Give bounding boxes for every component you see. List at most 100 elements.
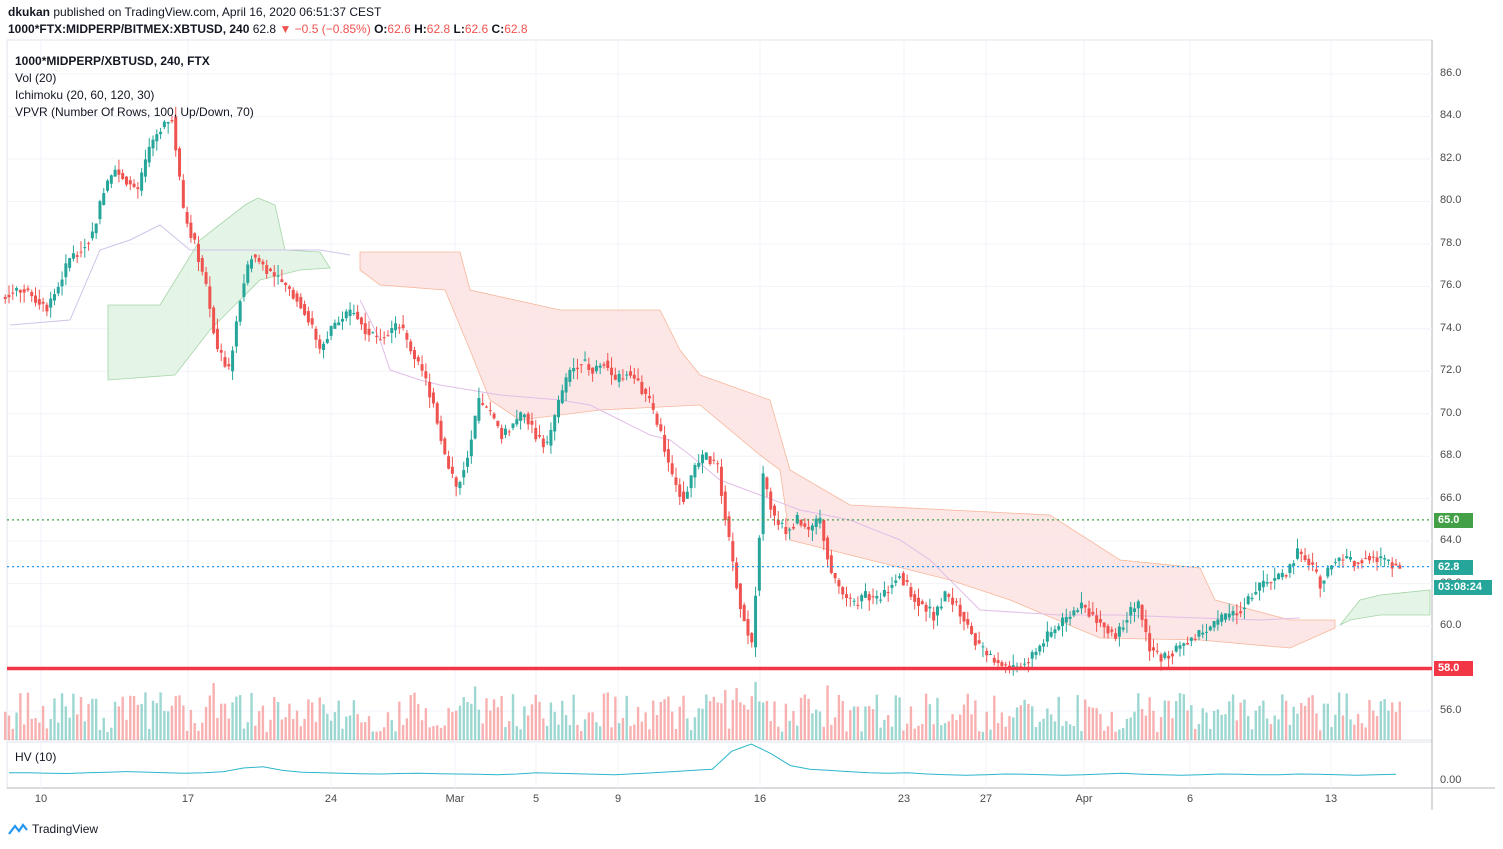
volume-bar	[773, 701, 776, 740]
volume-bar	[113, 701, 117, 740]
legend-ichimoku[interactable]: Ichimoku (20, 60, 120, 30)	[15, 88, 155, 102]
candle-body	[917, 597, 921, 606]
volume-bar	[868, 705, 871, 740]
volume-bar	[1239, 702, 1242, 740]
hv-label[interactable]: HV (10)	[15, 750, 57, 764]
candle-body	[833, 572, 837, 579]
volume-bar	[11, 728, 14, 740]
candle-body	[519, 412, 523, 421]
candle-body	[458, 482, 462, 489]
volume-bar	[652, 700, 655, 740]
volume-bar	[1072, 726, 1076, 740]
volume-bar	[587, 712, 591, 740]
publish-text: published on TradingView.com, April 16, …	[53, 5, 382, 19]
author-name[interactable]: dkukan	[8, 5, 51, 19]
candle-body	[1280, 572, 1284, 578]
horizontal-lines	[7, 519, 1432, 671]
candle-body	[1064, 616, 1068, 623]
ichimoku-cloud	[107, 197, 1431, 649]
volume-bar	[235, 696, 238, 740]
candle-body	[1042, 643, 1046, 647]
volume-bar	[796, 725, 799, 740]
volume-bar	[1360, 723, 1364, 740]
volume-bar	[4, 711, 7, 740]
candle-body	[18, 289, 22, 293]
volume-bar	[496, 707, 500, 740]
volume-bar	[250, 692, 253, 740]
candle-body	[905, 580, 909, 583]
candle-body	[507, 431, 511, 433]
volume-bar	[1182, 694, 1185, 740]
volume-bar	[379, 731, 382, 740]
candle-body	[488, 410, 492, 412]
volume-bar	[1337, 692, 1341, 740]
candle-body	[246, 264, 250, 283]
candle-body	[1246, 596, 1250, 605]
candle-body	[1307, 558, 1311, 566]
candle-body	[196, 243, 200, 262]
volume-bar	[1292, 706, 1295, 740]
candle-body	[22, 289, 26, 293]
volume-bar	[545, 725, 549, 740]
candle-body	[1197, 630, 1201, 637]
brand[interactable]: TradingView	[8, 822, 98, 836]
volume-bar	[447, 707, 450, 740]
volume-bar	[41, 705, 45, 740]
volume-bar	[1148, 697, 1151, 740]
candle-body	[128, 180, 132, 185]
volume-bar	[1019, 705, 1023, 740]
volume-bar	[1000, 712, 1004, 740]
candle-body	[845, 594, 849, 598]
candle-body	[989, 653, 993, 655]
candle-body	[52, 294, 56, 301]
volume-bar	[1349, 719, 1352, 740]
y-tick-label: 66.0	[1440, 491, 1462, 504]
candle-body	[966, 618, 970, 625]
legend-vpvr[interactable]: VPVR (Number Of Rows, 100, Up/Down, 70)	[15, 105, 254, 119]
candle-body	[1129, 607, 1133, 616]
x-tick-label: 23	[897, 793, 911, 805]
volume-bar	[1133, 711, 1136, 740]
candle-body	[1394, 563, 1398, 566]
volume-bar	[788, 720, 791, 740]
volume-bar	[614, 696, 617, 740]
legend-title[interactable]: 1000*MIDPERP/XBTUSD, 240, FTX	[15, 54, 210, 68]
volume-bar	[1322, 703, 1326, 740]
candle-body	[560, 390, 564, 404]
bearish-cloud	[359, 251, 1336, 649]
volume-bars	[4, 681, 1401, 740]
legend-volume[interactable]: Vol (20)	[15, 71, 57, 85]
volume-bar	[1004, 726, 1007, 740]
y-tick-label: 76.0	[1440, 279, 1462, 292]
volume-bar	[136, 704, 140, 740]
candle-body	[231, 350, 235, 372]
x-tick-label: 5	[532, 793, 540, 805]
volume-bar	[341, 728, 344, 740]
candle-body	[124, 176, 128, 185]
candle-body	[697, 462, 701, 467]
volume-bar	[564, 715, 568, 740]
candle-body	[1034, 651, 1038, 656]
candle-body	[265, 265, 269, 274]
volume-bar	[1038, 721, 1041, 740]
candle-body	[886, 592, 890, 594]
candle-body	[856, 604, 860, 606]
candle-body	[1356, 562, 1360, 564]
volume-bar	[966, 693, 969, 740]
candle-body	[447, 456, 451, 469]
volume-bar	[386, 712, 390, 740]
volume-bar	[1065, 721, 1068, 740]
candle-body	[1314, 569, 1318, 572]
candle-body	[329, 326, 333, 336]
candle-body	[1087, 608, 1091, 617]
candle-body	[238, 301, 242, 322]
volume-bar	[49, 719, 52, 740]
candle-body	[738, 583, 742, 610]
candle-body	[522, 414, 526, 418]
x-tick-label: Apr	[1075, 793, 1093, 805]
candle-body	[1231, 611, 1235, 616]
volume-bar	[917, 725, 920, 740]
hv-pane-frame	[6, 741, 1433, 789]
volume-bar	[526, 715, 530, 740]
